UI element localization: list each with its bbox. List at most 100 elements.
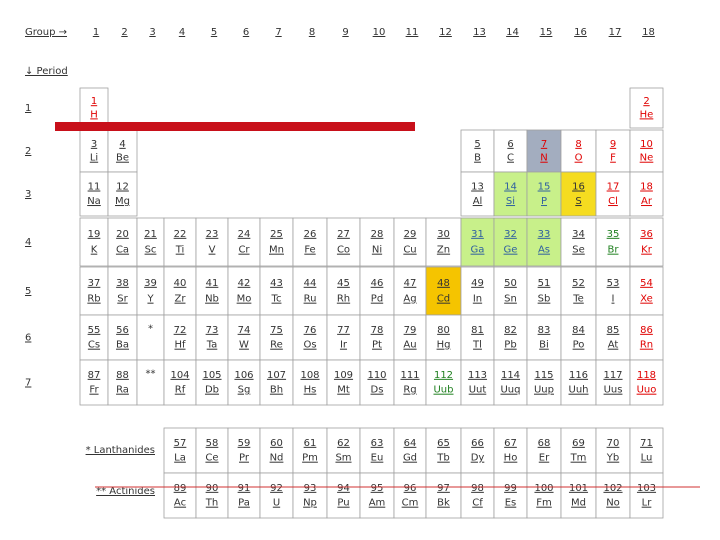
element-symbol[interactable]: In: [473, 294, 482, 305]
atomic-number[interactable]: 13: [471, 182, 484, 193]
atomic-number[interactable]: 89: [174, 483, 187, 494]
element-symbol[interactable]: Cl: [608, 196, 618, 207]
element-symbol[interactable]: Co: [337, 245, 350, 256]
element-symbol[interactable]: No: [606, 498, 620, 509]
element-symbol[interactable]: Cd: [437, 294, 450, 305]
element-symbol[interactable]: I: [612, 294, 615, 305]
element-symbol[interactable]: Bk: [437, 498, 450, 509]
element-symbol[interactable]: Nb: [205, 294, 219, 305]
atomic-number[interactable]: 32: [504, 229, 517, 240]
atomic-number[interactable]: 1: [91, 96, 97, 107]
element-symbol[interactable]: Mn: [269, 245, 284, 256]
group-number[interactable]: 17: [609, 27, 622, 38]
atomic-number[interactable]: 42: [238, 278, 251, 289]
atomic-number[interactable]: 87: [88, 370, 101, 381]
element-symbol[interactable]: Fm: [536, 498, 552, 509]
atomic-number[interactable]: 97: [437, 483, 450, 494]
atomic-number[interactable]: 27: [337, 229, 350, 240]
atomic-number[interactable]: 10: [640, 139, 653, 150]
atomic-number[interactable]: 29: [404, 229, 417, 240]
atomic-number[interactable]: 12: [116, 182, 129, 193]
atomic-number[interactable]: 44: [304, 278, 317, 289]
element-symbol[interactable]: Xe: [640, 294, 653, 305]
period-number[interactable]: 3: [25, 189, 31, 200]
atomic-number[interactable]: 8: [575, 139, 581, 150]
element-symbol[interactable]: Rn: [640, 340, 653, 351]
element-symbol[interactable]: Pt: [372, 340, 382, 351]
period-number[interactable]: 5: [25, 286, 31, 297]
element-symbol[interactable]: Mo: [237, 294, 252, 305]
element-symbol[interactable]: Dy: [471, 453, 485, 464]
atomic-number[interactable]: 53: [607, 278, 620, 289]
atomic-number[interactable]: 86: [640, 325, 653, 336]
element-symbol[interactable]: Bi: [539, 340, 549, 351]
atomic-number[interactable]: 82: [504, 325, 517, 336]
element-symbol[interactable]: Te: [572, 294, 584, 305]
atomic-number[interactable]: 35: [607, 229, 620, 240]
element-symbol[interactable]: Hg: [437, 340, 451, 351]
atomic-number[interactable]: 37: [88, 278, 101, 289]
group-number[interactable]: 7: [275, 27, 281, 38]
element-symbol[interactable]: Eu: [371, 453, 384, 464]
element-symbol[interactable]: Ta: [206, 340, 218, 351]
element-symbol[interactable]: S: [575, 196, 581, 207]
atomic-number[interactable]: 103: [637, 483, 656, 494]
element-symbol[interactable]: H: [90, 109, 98, 120]
period-number[interactable]: 2: [25, 146, 31, 157]
element-symbol[interactable]: Ir: [340, 340, 348, 351]
atomic-number[interactable]: 66: [471, 438, 484, 449]
element-symbol[interactable]: Ne: [640, 153, 654, 164]
atomic-number[interactable]: 71: [640, 438, 653, 449]
atomic-number[interactable]: 46: [371, 278, 384, 289]
atomic-number[interactable]: 11: [88, 182, 101, 193]
atomic-number[interactable]: 83: [538, 325, 551, 336]
element-symbol[interactable]: Os: [303, 340, 316, 351]
element-symbol[interactable]: Rg: [403, 385, 416, 396]
element-symbol[interactable]: C: [507, 153, 514, 164]
element-symbol[interactable]: Se: [572, 245, 585, 256]
atomic-number[interactable]: 75: [270, 325, 283, 336]
element-symbol[interactable]: Po: [573, 340, 585, 351]
atomic-number[interactable]: 20: [116, 229, 129, 240]
atomic-number[interactable]: 34: [572, 229, 585, 240]
period-number[interactable]: 1: [25, 103, 31, 114]
series-label[interactable]: * Lanthanides: [86, 445, 155, 456]
atomic-number[interactable]: 100: [534, 483, 553, 494]
group-number[interactable]: 1: [93, 27, 99, 38]
element-symbol[interactable]: Tm: [570, 453, 587, 464]
element-symbol[interactable]: Zn: [437, 245, 450, 256]
atomic-number[interactable]: 74: [238, 325, 251, 336]
element-symbol[interactable]: As: [538, 245, 550, 256]
element-symbol[interactable]: Lu: [641, 453, 653, 464]
atomic-number[interactable]: 64: [404, 438, 417, 449]
element-symbol[interactable]: Yb: [606, 453, 619, 464]
group-number[interactable]: 13: [473, 27, 486, 38]
element-symbol[interactable]: Ar: [641, 196, 653, 207]
atomic-number[interactable]: 72: [174, 325, 187, 336]
atomic-number[interactable]: 110: [367, 370, 386, 381]
element-symbol[interactable]: Ga: [471, 245, 485, 256]
atomic-number[interactable]: 96: [404, 483, 417, 494]
atomic-number[interactable]: 77: [337, 325, 350, 336]
atomic-number[interactable]: 48: [437, 278, 450, 289]
element-symbol[interactable]: Pr: [239, 453, 250, 464]
element-symbol[interactable]: Bh: [270, 385, 283, 396]
atomic-number[interactable]: 51: [538, 278, 551, 289]
atomic-number[interactable]: 19: [88, 229, 101, 240]
element-symbol[interactable]: Ca: [116, 245, 129, 256]
atomic-number[interactable]: 112: [434, 370, 453, 381]
group-number[interactable]: 18: [642, 27, 655, 38]
atomic-number[interactable]: 16: [572, 182, 585, 193]
atomic-number[interactable]: 69: [572, 438, 585, 449]
series-label[interactable]: ** Actinides: [96, 486, 155, 497]
atomic-number[interactable]: 105: [202, 370, 221, 381]
element-symbol[interactable]: Uuo: [637, 385, 657, 396]
element-symbol[interactable]: Pb: [504, 340, 516, 351]
atomic-number[interactable]: 94: [337, 483, 350, 494]
atomic-number[interactable]: 49: [471, 278, 484, 289]
atomic-number[interactable]: 80: [437, 325, 450, 336]
group-number[interactable]: 9: [342, 27, 348, 38]
atomic-number[interactable]: 117: [603, 370, 622, 381]
atomic-number[interactable]: 90: [206, 483, 219, 494]
element-symbol[interactable]: U: [273, 498, 280, 509]
